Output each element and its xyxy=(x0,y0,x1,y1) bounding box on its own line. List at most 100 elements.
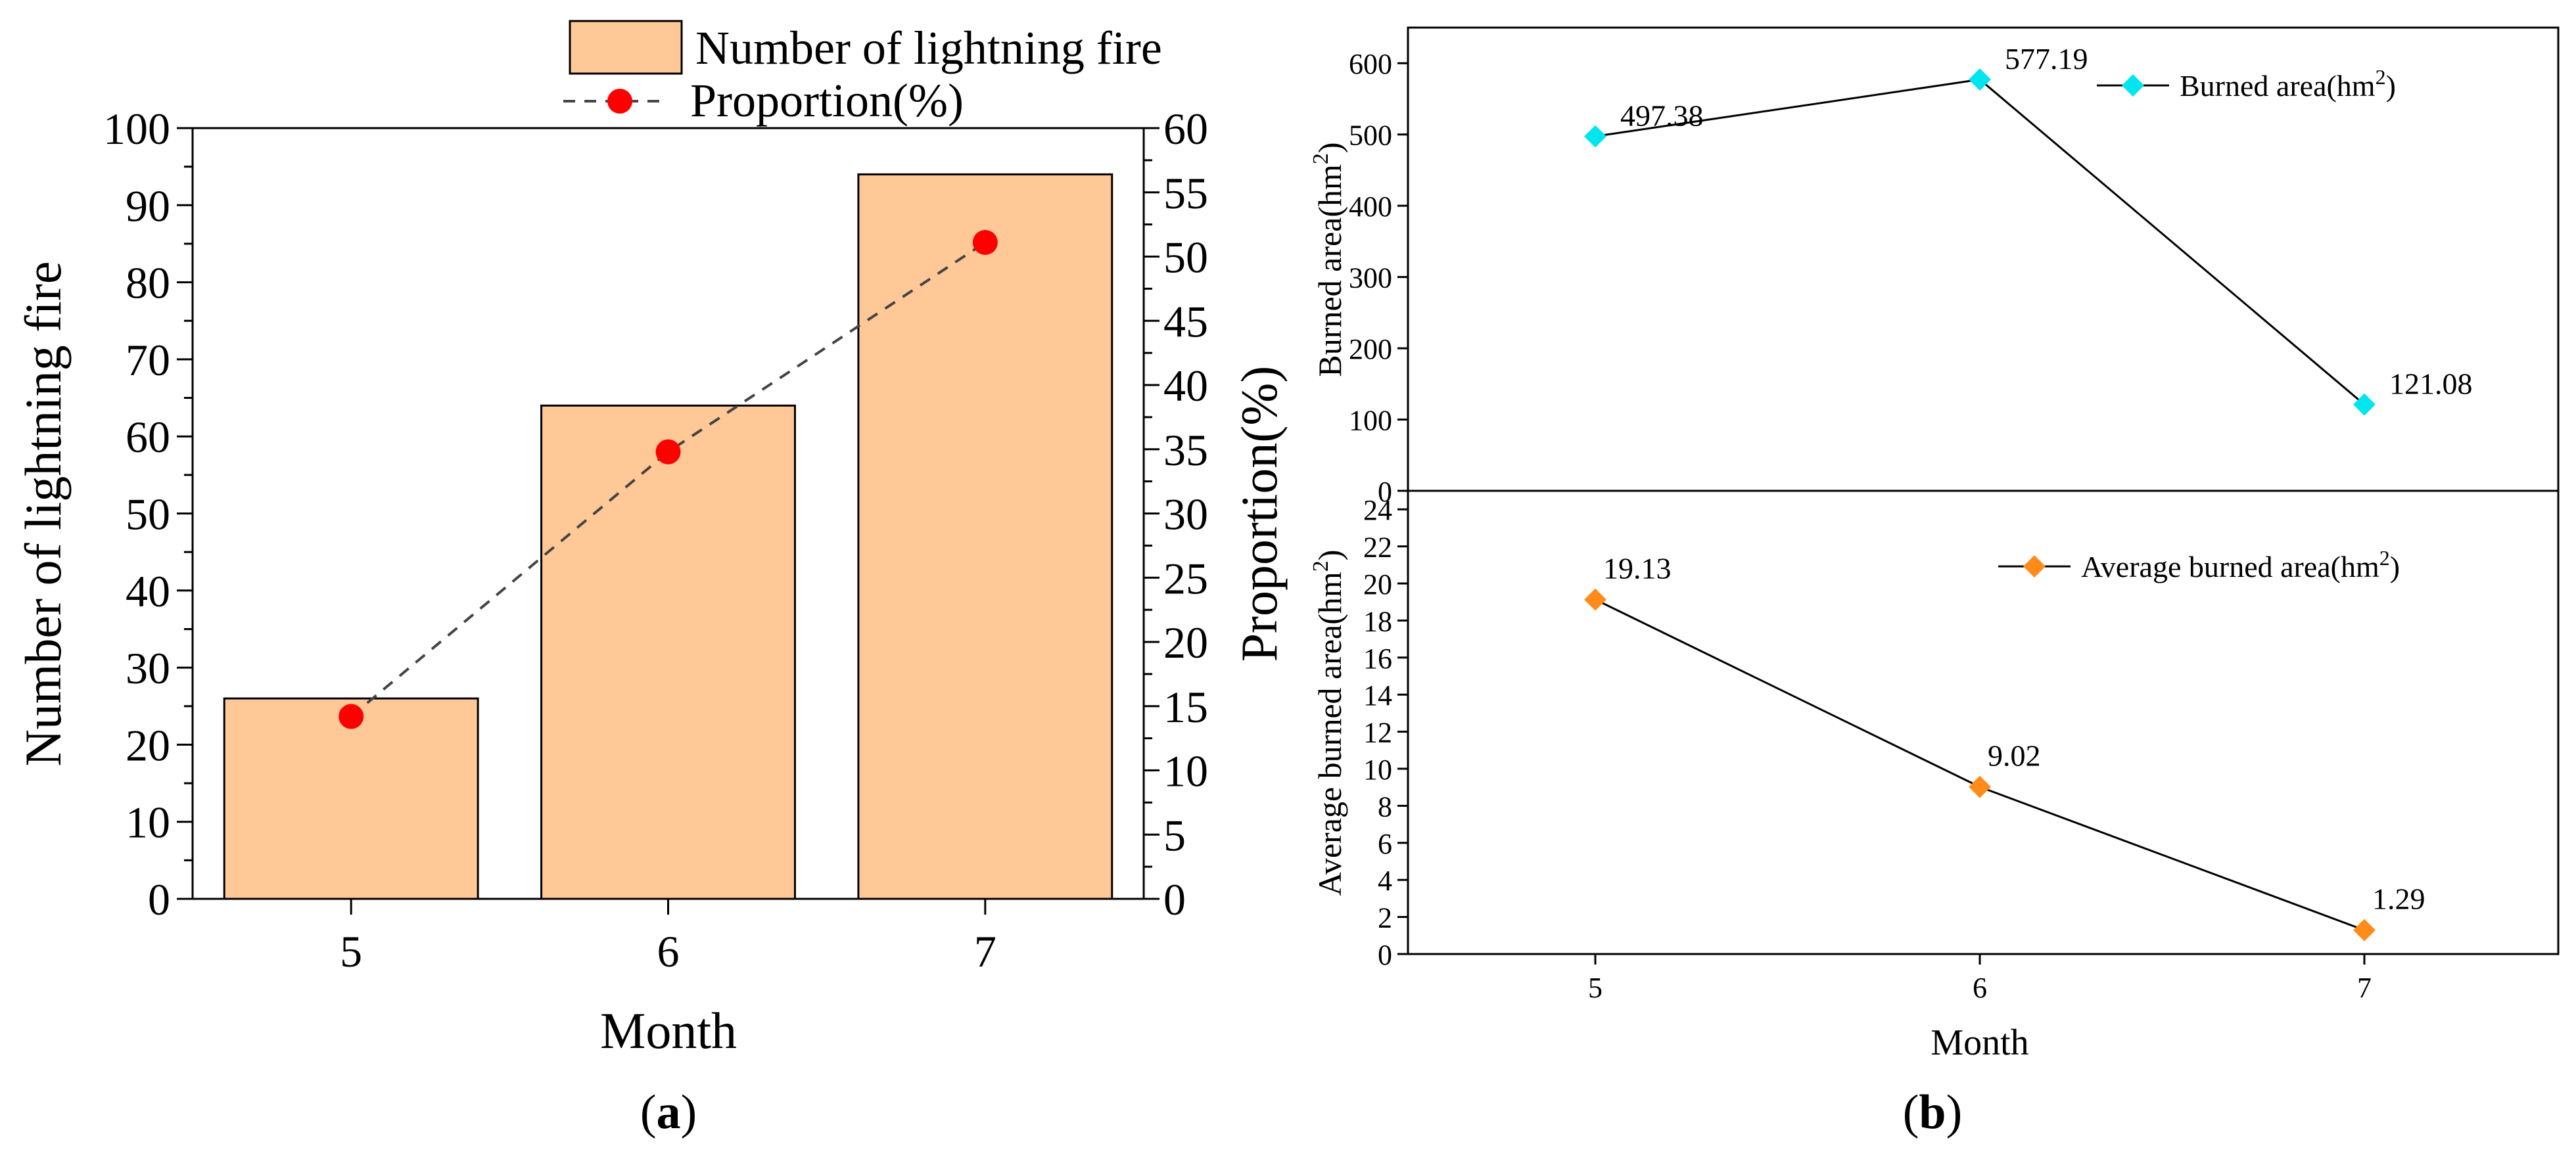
right-axis-title: Proportion(%) xyxy=(1230,366,1288,662)
left-tick-label: 80 xyxy=(126,258,170,308)
bar-month-5 xyxy=(223,697,479,900)
lower-legend: Average burned area(hm2) xyxy=(1998,546,2400,583)
burned-area-y-tick-label: 400 xyxy=(1349,191,1392,223)
x-tick-label: 7 xyxy=(974,926,996,976)
lower-y-title-text: Average burned area(hm xyxy=(1311,572,1348,896)
lower-legend-close: ) xyxy=(2390,550,2400,583)
proportion-point-month-7 xyxy=(972,229,998,255)
burned-area-line xyxy=(1595,78,2365,405)
legend-bar-swatch xyxy=(569,20,683,75)
average-burned-area-y-tick-label: 20 xyxy=(1363,568,1392,601)
x-tick-label: 6 xyxy=(1973,972,1987,1004)
lower-legend-marker xyxy=(2023,555,2046,578)
bar-month-6 xyxy=(540,404,796,900)
burned-area-data-label: 497.38 xyxy=(1620,99,1704,133)
panel-label-b: (b) xyxy=(1903,1085,1962,1139)
upper-y-title-sup: 2 xyxy=(1309,153,1333,164)
right-tick-label: 15 xyxy=(1163,682,1208,732)
right-tick-label: 10 xyxy=(1163,746,1208,796)
bar-month-7 xyxy=(857,173,1113,900)
upper-legend: Burned area(hm2) xyxy=(2097,65,2396,102)
right-tick-label: 30 xyxy=(1163,489,1208,539)
legend-bar-label: Number of lightning fire xyxy=(695,22,1162,74)
average-burned-area-y-tick-label: 12 xyxy=(1363,717,1392,749)
left-tick-label: 10 xyxy=(126,798,170,848)
panel-a: 0 10 20 30 40 50 60 70 80 90 100 0 5 10 15 20 25 30 35 40 4… xyxy=(14,20,1288,1139)
average-burned-area-y-tick-label: 10 xyxy=(1363,754,1392,786)
burned-area-y-tick-label: 600 xyxy=(1349,48,1392,80)
x-axis-title: Month xyxy=(600,1002,737,1059)
proportion-point-month-5 xyxy=(339,704,364,729)
right-tick-label: 35 xyxy=(1163,425,1208,475)
right-tick-label: 0 xyxy=(1163,875,1186,924)
average-burned-area-point-month-5 xyxy=(1584,588,1606,611)
lower-y-title-close: ) xyxy=(1311,550,1348,561)
average-burned-area-line xyxy=(1595,599,2365,932)
proportion-point-month-6 xyxy=(655,439,681,465)
x-tick-label: 7 xyxy=(2357,972,2372,1004)
average-burned-area-y-tick-label: 22 xyxy=(1363,532,1392,564)
burned-area-data-label: 121.08 xyxy=(2389,367,2473,401)
x-axis-title: Month xyxy=(1931,1022,2028,1063)
right-tick-label: 45 xyxy=(1163,296,1208,346)
lower-y-title-sup: 2 xyxy=(1309,560,1333,572)
average-burned-area-y-tick-label: 18 xyxy=(1363,605,1392,637)
average-burned-area-y-tick-label: 6 xyxy=(1378,828,1392,860)
upper-legend-text: Burned area(hm xyxy=(2180,69,2376,102)
average-burned-area-y-tick-label: 14 xyxy=(1363,679,1392,712)
upper-legend-close: ) xyxy=(2386,69,2396,102)
left-axis-ticks: 0 10 20 30 40 50 60 70 80 90 100 xyxy=(103,104,193,924)
right-axis-ticks: 0 5 10 15 20 25 30 35 40 45 50 55 60 xyxy=(1144,104,1208,924)
proportion-series xyxy=(339,229,998,729)
burned-area-y-tick-label: 300 xyxy=(1349,262,1392,294)
average-burned-area-data-label: 1.29 xyxy=(2372,882,2425,916)
average-burned-area-y-tick-label: 16 xyxy=(1363,643,1392,675)
left-tick-label: 50 xyxy=(126,489,170,539)
x-axis-ticks: 5 6 7 xyxy=(340,899,996,976)
left-tick-label: 0 xyxy=(148,875,170,924)
right-tick-label: 55 xyxy=(1163,168,1208,218)
panel-label-a: (a) xyxy=(640,1085,697,1139)
legend-line-label: Proportion(%) xyxy=(690,74,964,127)
upper-legend-label: Burned area(hm2) xyxy=(2180,65,2396,102)
lower-legend-text: Average burned area(hm xyxy=(2081,550,2379,583)
burned-area-y-tick-label: 100 xyxy=(1349,405,1392,437)
burned-area-point-month-5 xyxy=(1584,125,1606,148)
upper-legend-sup: 2 xyxy=(2376,65,2386,89)
burned-area-y-tick-label: 500 xyxy=(1349,120,1392,152)
average-burned-area-y-tick-label: 8 xyxy=(1378,790,1392,823)
burned-area-y-tick-label: 200 xyxy=(1349,333,1392,365)
subplot-burned-area: 0 100 200 300 400 500 600 497.38 577.19 121.08 xyxy=(1349,42,2473,508)
panel-label-b-letter: b xyxy=(1919,1085,1946,1139)
average-burned-area-y-tick-label: 24 xyxy=(1363,494,1392,526)
average-burned-area-y-tick-label: 2 xyxy=(1378,902,1392,934)
x-axis-ticks: 5 6 7 xyxy=(1588,954,2372,1004)
proportion-line xyxy=(350,241,986,717)
left-axis-title: Number of lightning fire xyxy=(14,262,72,767)
average-burned-area-data-label: 9.02 xyxy=(1988,739,2041,773)
upper-y-title-close: ) xyxy=(1311,142,1348,153)
x-tick-label: 6 xyxy=(657,926,680,976)
x-tick-label: 5 xyxy=(340,926,362,976)
legend: Number of lightning fire Proportion(%) xyxy=(563,20,1162,127)
average-burned-area-point-month-6 xyxy=(1969,775,1991,798)
bar-series xyxy=(223,173,1113,900)
lower-legend-label: Average burned area(hm2) xyxy=(2081,546,2400,583)
left-tick-label: 30 xyxy=(126,643,170,693)
right-tick-label: 40 xyxy=(1163,361,1208,411)
average-burned-area-point-month-7 xyxy=(2353,919,2376,942)
lower-legend-sup: 2 xyxy=(2379,546,2390,570)
left-tick-label: 60 xyxy=(126,412,170,462)
right-tick-label: 25 xyxy=(1163,553,1208,603)
lower-plot-frame xyxy=(1407,489,2560,955)
left-tick-label: 100 xyxy=(103,104,170,154)
average-burned-area-y-tick-label: 4 xyxy=(1378,865,1392,897)
left-tick-label: 70 xyxy=(126,335,170,385)
upper-y-axis-title: Burned area(hm2) xyxy=(1309,142,1348,376)
upper-y-title-text: Burned area(hm xyxy=(1311,164,1348,377)
x-tick-label: 5 xyxy=(1588,972,1603,1004)
left-tick-label: 90 xyxy=(126,181,170,231)
